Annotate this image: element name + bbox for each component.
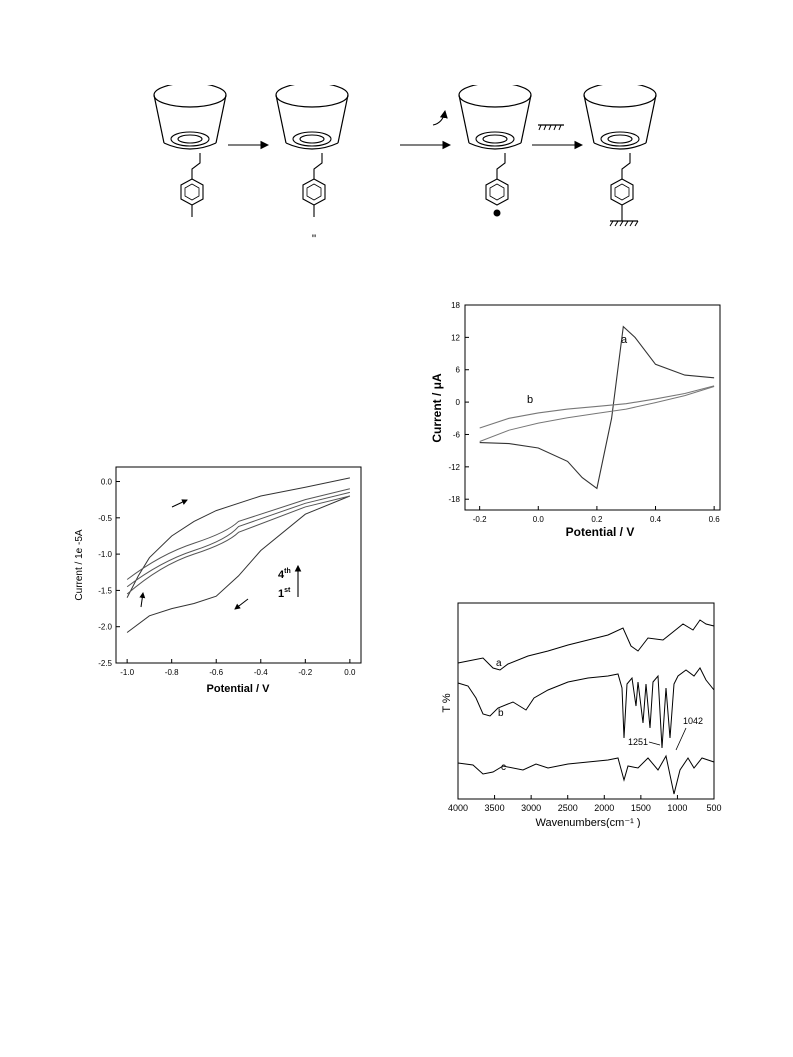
cv-series-2 (126, 477, 351, 598)
y-tick-label: -18 (448, 495, 460, 504)
ir-series-c (457, 754, 715, 795)
series-label-b: b (498, 708, 504, 719)
x-axis-label: Potential / V (207, 683, 271, 695)
x-axis-label: Potential / V (566, 525, 635, 539)
x-tick-label: 3500 (485, 803, 505, 813)
curved-arrow-icon (432, 110, 448, 126)
y-tick-label: 12 (451, 333, 460, 342)
peak-label-1251: 1251 (628, 737, 648, 747)
y-tick-label: 6 (456, 366, 461, 375)
series-label-a: a (621, 334, 628, 346)
peak-label-1042: 1042 (683, 716, 703, 726)
series-label-a: a (496, 658, 502, 669)
y-tick-label: 18 (451, 301, 460, 310)
ir-spectra-chart: 4000 3500 3000 2500 2000 1500 1000 500 a b c 12… (441, 602, 722, 828)
svg-text:4th: 4th (278, 568, 291, 581)
cv-series-b-return (479, 386, 715, 442)
x-tick-label: -0.4 (254, 668, 268, 677)
y-axis-label: T % (441, 693, 453, 713)
y-tick-label: -1.0 (98, 550, 112, 559)
plot-frame (457, 602, 715, 800)
scan-arrow-icon (139, 592, 146, 608)
scheme-molecule-2: " (275, 85, 349, 245)
scheme-mark: " (312, 232, 316, 245)
y-axis-label: Current / 1e -5A (74, 529, 85, 600)
x-tick-label: 1000 (667, 803, 687, 813)
cv-scan-chart: -1.0 -0.8 -0.6 -0.4 -0.2 0.0 0.0 -0.5 -1.0 -1.5 -2… (74, 466, 362, 695)
peak-pointer-1251 (648, 741, 661, 746)
cv-loop (126, 495, 350, 595)
svg-text:1st: 1st (278, 587, 291, 600)
x-tick-label: 0.0 (533, 515, 545, 524)
series-label-c: c (501, 762, 506, 773)
ir-series-b (457, 667, 715, 749)
x-tick-label: -0.8 (165, 668, 179, 677)
peak-pointer-1042 (675, 727, 687, 751)
cv-compare-chart: -0.2 0.0 0.2 0.4 0.6 18 12 6 0 -6 -12 -18 a b Poten… (430, 301, 721, 539)
scan-arrow-icon (234, 598, 249, 610)
x-tick-label: 2500 (558, 803, 578, 813)
x-tick-label: -1.0 (120, 668, 134, 677)
cv-series-a (479, 325, 715, 490)
cv-loop (126, 491, 350, 588)
reaction-scheme: " (153, 85, 657, 245)
x-tick-label: -0.6 (209, 668, 223, 677)
x-tick-label: 2000 (594, 803, 614, 813)
x-tick-label: 0.2 (591, 515, 603, 524)
y-tick-label: 0 (456, 398, 461, 407)
plot-frame (115, 466, 362, 664)
y-tick-label: 0.0 (101, 478, 113, 487)
x-tick-label: 1500 (631, 803, 651, 813)
x-tick-label: 3000 (521, 803, 541, 813)
x-tick-label: 0.0 (344, 668, 356, 677)
y-tick-label: -0.5 (98, 514, 112, 523)
x-tick-label: 4000 (448, 803, 468, 813)
x-tick-label: 0.6 (709, 515, 721, 524)
x-tick-label: 500 (706, 803, 721, 813)
scan-order-annotation: 4th 1st (278, 564, 302, 600)
x-tick-label: -0.2 (298, 668, 312, 677)
x-axis-label: Wavenumbers(cm⁻¹ ) (535, 817, 640, 828)
y-tick-label: -2.0 (98, 623, 112, 632)
ir-series-a (457, 619, 715, 671)
cv-series-b (479, 385, 715, 429)
surface-icon (538, 124, 564, 131)
y-tick-label: -6 (453, 430, 461, 439)
scheme-molecule-1 (153, 85, 227, 217)
x-tick-label: 0.4 (650, 515, 662, 524)
y-tick-label: -1.5 (98, 586, 112, 595)
y-tick-label: -12 (448, 463, 460, 472)
x-tick-label: -0.2 (473, 515, 487, 524)
series-label-b: b (527, 394, 533, 406)
cv-loop (126, 488, 350, 580)
scheme-molecule-3 (458, 85, 532, 217)
scheme-molecule-4 (583, 85, 657, 227)
cv-series-1 (126, 495, 351, 633)
plot-frame (464, 304, 721, 511)
y-tick-label: -2.5 (98, 659, 112, 668)
y-axis-label: Current / μA (430, 373, 444, 443)
scan-arrow-icon (171, 499, 188, 508)
